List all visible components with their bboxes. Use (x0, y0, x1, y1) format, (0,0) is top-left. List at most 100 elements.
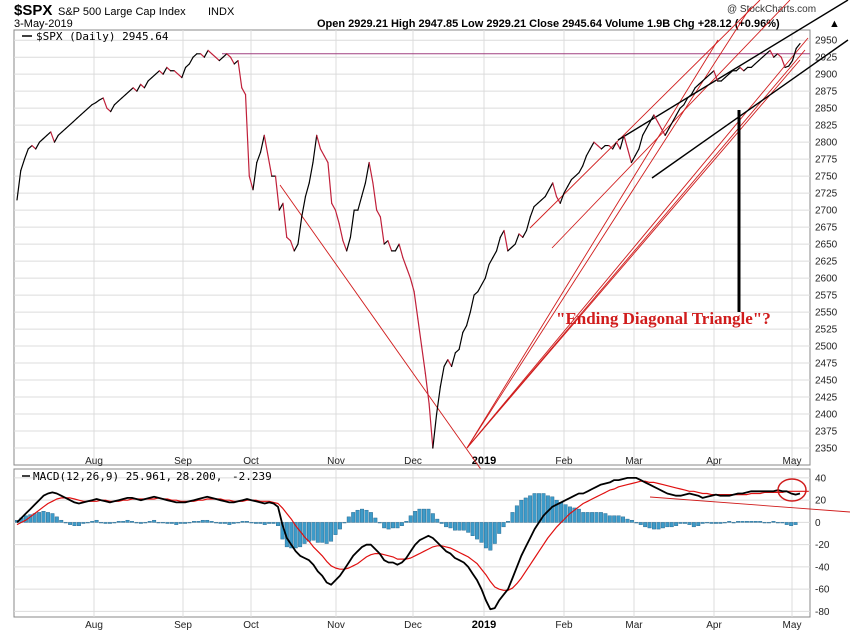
price-segment (529, 206, 535, 218)
macd-histogram-bar (231, 522, 236, 524)
price-tick-label: 2475 (815, 359, 838, 370)
macd-histogram-bar (793, 522, 798, 525)
macd-histogram-bar (346, 516, 351, 523)
macd-histogram-bar (191, 521, 196, 523)
price-segment (754, 59, 760, 65)
price-segment (443, 359, 449, 368)
macd-histogram-bar (523, 497, 528, 523)
macd-histogram-bar (713, 522, 718, 524)
price-segment (143, 80, 149, 89)
macd-histogram-bar (674, 522, 679, 526)
price-segment (241, 87, 247, 96)
price-segment (20, 158, 26, 172)
price-segment (398, 243, 404, 259)
price-segment (166, 66, 172, 72)
macd-xtick-label: Dec (404, 620, 422, 631)
price-segment (480, 277, 486, 286)
price-segment (791, 47, 797, 62)
macd-histogram-bar (466, 522, 471, 533)
macd-tick-label: 40 (815, 473, 827, 484)
macd-panel-frame (13, 468, 811, 618)
macd-histogram-bar (227, 522, 232, 525)
price-segment (627, 148, 633, 164)
price-segment (720, 76, 726, 82)
macd-histogram-bar (594, 512, 599, 523)
price-segment (634, 148, 640, 157)
price-segment (46, 131, 52, 136)
macd-xtick-label: Apr (706, 620, 722, 631)
macd-histogram-bar (665, 522, 670, 528)
price-segment (106, 107, 112, 113)
price-segment (199, 53, 205, 58)
price-segment (244, 93, 250, 177)
macd-xtick-label: 2019 (472, 619, 496, 631)
macd-histogram-bar (656, 522, 661, 530)
price-segment (91, 102, 97, 106)
macd-histogram-bar (634, 522, 639, 524)
price-segment (567, 178, 573, 187)
price-segment (53, 134, 59, 143)
price-segment (698, 80, 704, 85)
macd-xtick-label: Sep (174, 620, 192, 631)
macd-xtick-label: Oct (243, 620, 259, 631)
macd-histogram-bar (537, 493, 541, 523)
macd-histogram-bar (625, 518, 630, 523)
macd-histogram-bar (382, 522, 387, 529)
price-segment (439, 365, 445, 388)
price-tick-label: 2450 (815, 376, 838, 387)
macd-histogram-bar (50, 513, 55, 523)
price-segment (664, 127, 670, 136)
macd-histogram-bar (775, 522, 780, 524)
macd-histogram-bar (377, 522, 382, 524)
price-segment (184, 63, 190, 68)
price-segment (80, 110, 86, 116)
macd-histogram-bar (514, 505, 519, 523)
price-tick-label: 2900 (815, 70, 838, 81)
price-segment (507, 246, 513, 252)
macd-tick-label: -20 (815, 540, 830, 551)
price-segment (379, 216, 385, 245)
price-tick-label: 2525 (815, 325, 838, 336)
macd-histogram-bar (643, 522, 648, 528)
macd-histogram-bar (214, 522, 219, 524)
price-segment (267, 155, 273, 177)
price-segment (61, 127, 67, 133)
price-tick-label: 2800 (815, 138, 838, 149)
macd-histogram-bar (718, 522, 723, 524)
macd-histogram-bar (736, 521, 741, 523)
macd-histogram-bar (156, 522, 161, 524)
price-tick-label: 2575 (815, 291, 838, 302)
macd-histogram-bar (572, 507, 577, 523)
macd-histogram-bar (152, 519, 157, 523)
price-tick-label: 2350 (815, 444, 838, 455)
price-segment (570, 175, 576, 181)
price-segment (38, 138, 44, 143)
price-segment (98, 97, 104, 101)
price-segment (334, 209, 340, 225)
price-segment (372, 182, 378, 211)
macd-histogram-bar (107, 522, 112, 524)
macd-histogram-bar (435, 518, 440, 523)
macd-histogram-bar (541, 493, 546, 523)
price-segment (218, 56, 224, 62)
macd-legend-label: MACD(12,26,9) 25.961, (33, 470, 172, 483)
macd-histogram-bar (528, 495, 533, 523)
price-segment (421, 345, 426, 374)
price-tick-label: 2850 (815, 104, 838, 115)
price-segment (256, 151, 262, 164)
price-segment (499, 229, 505, 238)
price-segment (701, 76, 707, 82)
price-segment (65, 124, 71, 130)
price-segment (23, 148, 29, 160)
macd-histogram-bar (479, 522, 484, 543)
macd-xtick-label: Feb (555, 620, 573, 631)
price-segment (773, 53, 779, 58)
macd-histogram-bar (417, 508, 422, 523)
macd-highlight-circle (777, 478, 807, 502)
diagonal-boundary (651, 39, 849, 179)
price-segment (402, 257, 408, 269)
macd-histogram-bar (598, 512, 603, 523)
macd-histogram-bar (183, 522, 188, 524)
price-segment (203, 49, 209, 58)
